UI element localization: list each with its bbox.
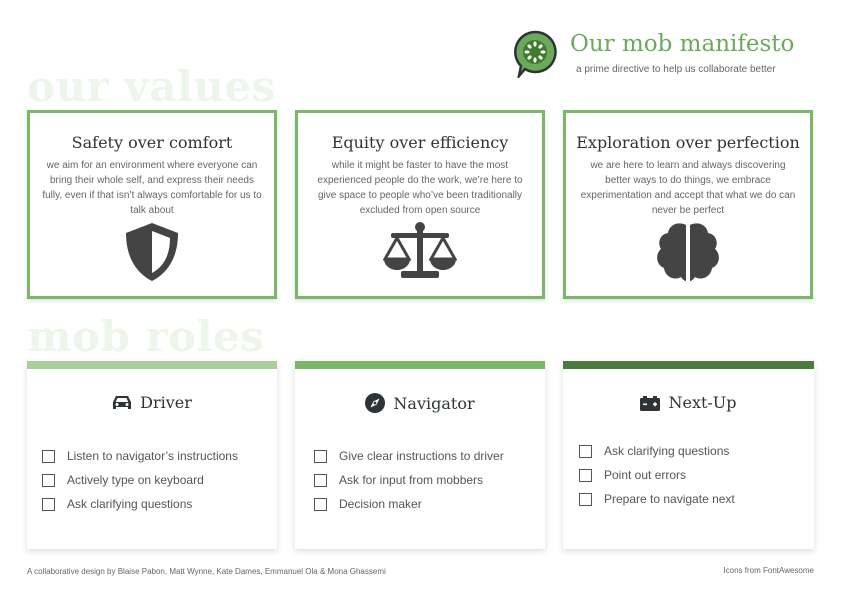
list-item: Actively type on keyboard [42, 468, 238, 492]
task-label: Ask clarifying questions [604, 444, 730, 458]
brain-icon [657, 223, 719, 281]
role-task-list: Give clear instructions to driver Ask fo… [314, 444, 504, 516]
list-item: Prepare to navigate next [579, 487, 735, 511]
task-checkbox[interactable] [42, 497, 55, 511]
list-item: Point out errors [579, 463, 735, 487]
value-title: Equity over efficiency [331, 133, 509, 152]
role-name: Next-Up [668, 393, 737, 412]
role-card-navigator: Navigator Give clear instructions to dri… [295, 361, 545, 549]
car-battery-icon [640, 395, 661, 411]
task-checkbox[interactable] [579, 468, 592, 482]
task-label: Decision maker [339, 497, 422, 511]
list-item: Listen to navigator’s instructions [42, 444, 238, 468]
role-header: Driver [27, 393, 277, 412]
task-checkbox[interactable] [314, 473, 327, 487]
task-checkbox[interactable] [42, 449, 55, 463]
list-item: Ask clarifying questions [579, 439, 735, 463]
value-description: while it might be faster to have the mos… [317, 160, 523, 216]
role-card-next-up: Next-Up Ask clarifying questions Point o… [563, 361, 814, 549]
role-color-bar [295, 361, 545, 369]
task-label: Give clear instructions to driver [339, 449, 504, 463]
authors-credit: A collaborative design by Blaise Pabon, … [27, 567, 386, 576]
roles-section-heading: mob roles [27, 312, 265, 361]
value-card-safety: Safety over comfort we aim for an enviro… [27, 110, 277, 299]
value-card-equity: Equity over efficiency while it might be… [295, 110, 545, 299]
task-checkbox[interactable] [579, 492, 592, 506]
role-name: Navigator [393, 393, 475, 413]
role-card-driver: Driver Listen to navigator’s instruction… [27, 361, 277, 549]
value-title: Exploration over perfection [576, 133, 800, 152]
list-item: Ask for input from mobbers [314, 468, 504, 492]
task-label: Prepare to navigate next [604, 492, 735, 506]
page-title: Our mob manifesto [570, 31, 795, 57]
task-checkbox[interactable] [42, 473, 55, 487]
task-label: Ask clarifying questions [67, 497, 193, 511]
car-icon [113, 395, 132, 409]
icons-credit: Icons from FontAwesome [723, 566, 814, 575]
values-section-heading: our values [27, 62, 276, 111]
role-header: Next-Up [563, 393, 814, 412]
task-checkbox[interactable] [314, 449, 327, 463]
balance-scale-icon [383, 222, 457, 278]
role-task-list: Listen to navigator’s instructions Activ… [42, 444, 238, 516]
list-item: Give clear instructions to driver [314, 444, 504, 468]
task-checkbox[interactable] [314, 497, 327, 511]
value-description: we are here to learn and always discover… [580, 160, 796, 216]
task-checkbox[interactable] [579, 444, 592, 458]
list-item: Decision maker [314, 492, 504, 516]
role-color-bar [563, 361, 814, 369]
value-title: Safety over comfort [71, 133, 233, 152]
task-label: Listen to navigator’s instructions [67, 449, 238, 463]
value-description: we aim for an environment where everyone… [42, 160, 262, 216]
value-card-exploration: Exploration over perfection we are here … [563, 110, 813, 299]
page-subtitle: a prime directive to help us collaborate… [576, 64, 776, 75]
task-label: Actively type on keyboard [67, 473, 204, 487]
role-color-bar [27, 361, 277, 369]
task-label: Ask for input from mobbers [339, 473, 484, 487]
list-item: Ask clarifying questions [42, 492, 238, 516]
role-task-list: Ask clarifying questions Point out error… [579, 439, 735, 511]
role-name: Driver [140, 393, 192, 412]
shield-icon [126, 223, 178, 281]
compass-icon [365, 393, 386, 413]
cucumber-logo [514, 30, 557, 78]
role-header: Navigator [295, 393, 545, 413]
task-label: Point out errors [604, 468, 687, 482]
